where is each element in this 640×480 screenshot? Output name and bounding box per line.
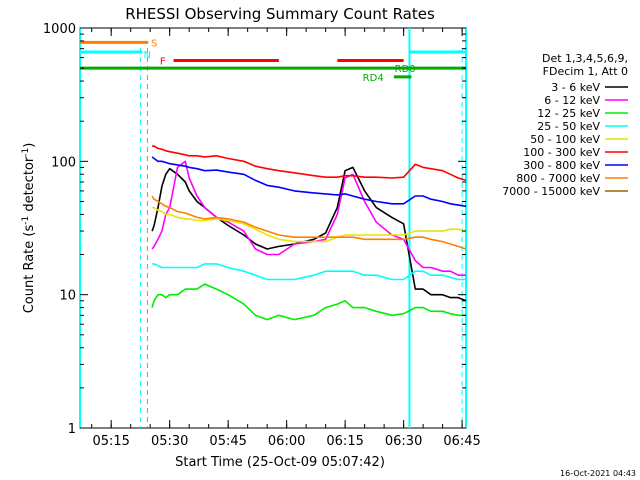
- legend-label: 12 - 25 keV: [537, 107, 600, 120]
- flag-label-rd0: RD0: [395, 64, 416, 75]
- legend-label: 50 - 100 keV: [530, 133, 600, 146]
- x-tick-label: 05:45: [209, 434, 246, 449]
- series-line-2: [151, 283, 466, 321]
- legend-header: Det 1,3,4,5,6,9,: [542, 52, 628, 65]
- y-axis-label-part: Count Rate (s: [22, 225, 37, 314]
- x-tick-label: 06:00: [268, 434, 305, 449]
- x-tick-label: 05:15: [92, 434, 129, 449]
- legend-label: 6 - 12 keV: [544, 94, 600, 107]
- series-line-0: [151, 166, 467, 302]
- legend-header: FDecim 1, Att 0: [543, 65, 628, 78]
- flag-label-rd4: RD4: [363, 73, 384, 84]
- y-axis-label-part: detector: [22, 156, 37, 216]
- x-tick-label: 06:15: [326, 434, 363, 449]
- legend-label: 7000 - 15000 keV: [502, 185, 600, 198]
- x-tick-label: 06:45: [443, 434, 480, 449]
- y-tick-label: 1: [68, 422, 76, 437]
- y-axis-label: Count Rate (s-1 detector-1): [21, 143, 37, 314]
- x-tick-label: 06:30: [385, 434, 422, 449]
- legend: Det 1,3,4,5,6,9,FDecim 1, Att 0 3 - 6 keV…: [502, 52, 628, 198]
- footer-timestamp: 16-Oct-2021 04:43: [560, 469, 636, 478]
- series-line-7: [151, 195, 467, 250]
- y-tick-label: 100: [51, 155, 76, 170]
- y-axis-label-exponent: -1: [21, 216, 31, 225]
- flag-label-s: S: [151, 38, 157, 49]
- series-line-5: [152, 145, 467, 182]
- legend-label: 800 - 7000 keV: [516, 172, 600, 185]
- series-line-3: [152, 263, 466, 281]
- series-line-6: [151, 156, 467, 208]
- series-line-4: [152, 206, 467, 243]
- legend-label: 300 - 800 keV: [523, 159, 600, 172]
- legend-label: 3 - 6 keV: [551, 81, 600, 94]
- x-tick-label: 05:30: [151, 434, 188, 449]
- y-tick-label: 1000: [43, 22, 76, 37]
- axes: 1 10 100 1000 05:15 05:30 05:45 06:00 06:15 06:30…: [43, 22, 481, 449]
- y-axis-label-exponent: -1: [21, 148, 31, 157]
- plot-area: SNF RD0 RD4: [79, 28, 467, 428]
- legend-label: 100 - 300 keV: [523, 146, 600, 159]
- series-line-1: [151, 160, 466, 277]
- y-axis-label-part: ): [22, 143, 37, 148]
- x-axis-label: Start Time (25-Oct-09 05:07:42): [175, 455, 385, 470]
- plot-frame: [79, 27, 467, 429]
- y-tick-label: 10: [59, 289, 76, 304]
- flag-label-f: F: [160, 57, 166, 68]
- flag-label-n: N: [144, 50, 151, 61]
- chart-title: RHESSI Observing Summary Count Rates: [125, 5, 435, 23]
- legend-label: 25 - 50 keV: [537, 120, 600, 133]
